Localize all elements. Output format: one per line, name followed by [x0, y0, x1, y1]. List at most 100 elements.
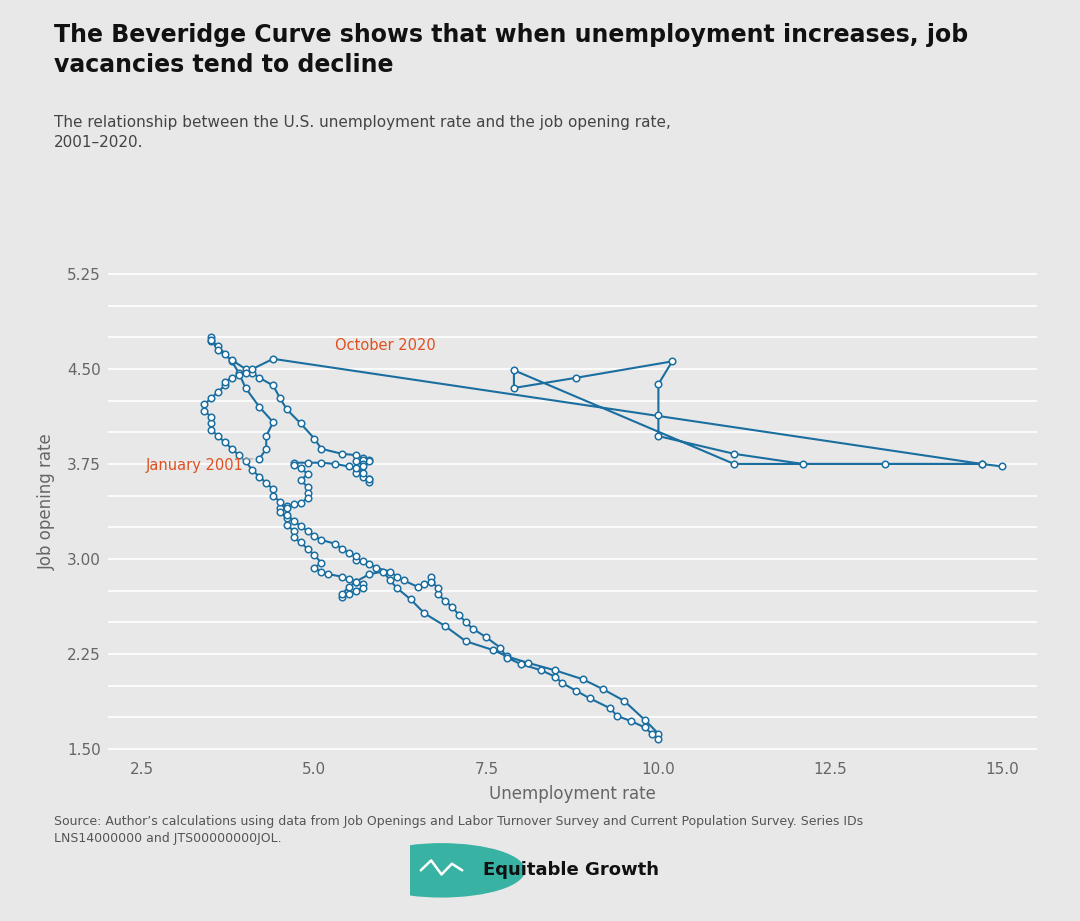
Point — [292, 416, 309, 431]
Point — [553, 676, 570, 691]
Point — [389, 581, 406, 596]
Point — [973, 457, 990, 472]
Point — [581, 691, 598, 705]
Point — [381, 573, 399, 588]
Point — [457, 634, 474, 648]
Point — [271, 505, 288, 519]
Point — [650, 727, 667, 741]
Point — [361, 472, 378, 486]
Point — [650, 377, 667, 391]
Point — [265, 352, 282, 367]
Point — [312, 532, 329, 547]
Point — [299, 524, 316, 539]
Point — [224, 441, 241, 456]
Point — [608, 708, 625, 723]
Point — [422, 569, 440, 584]
Point — [367, 560, 384, 575]
Point — [567, 683, 584, 698]
Point — [258, 441, 275, 456]
Point — [334, 587, 351, 601]
Point — [244, 362, 261, 377]
Point — [347, 583, 364, 598]
Point — [237, 380, 254, 395]
Point — [347, 448, 364, 462]
Point — [794, 457, 811, 472]
Point — [361, 454, 378, 469]
Point — [340, 572, 357, 587]
Point — [306, 560, 323, 575]
Point — [616, 694, 633, 708]
Point — [354, 450, 372, 465]
Point — [210, 343, 227, 357]
Point — [210, 339, 227, 354]
Point — [505, 380, 523, 395]
Point — [334, 447, 351, 461]
Point — [326, 536, 343, 551]
Point — [216, 435, 233, 449]
Point — [271, 501, 288, 516]
Point — [422, 575, 440, 589]
Point — [265, 482, 282, 496]
Point — [203, 423, 220, 437]
Point — [292, 473, 309, 488]
Point — [361, 474, 378, 489]
Point — [575, 672, 592, 687]
Point — [512, 657, 529, 671]
Point — [251, 451, 268, 466]
Point — [340, 460, 357, 474]
Point — [663, 354, 680, 368]
Point — [361, 566, 378, 581]
Point — [203, 330, 220, 344]
Point — [347, 553, 364, 567]
Y-axis label: Job opening rate: Job opening rate — [38, 434, 56, 570]
Point — [265, 488, 282, 503]
Point — [203, 416, 220, 431]
Point — [279, 511, 296, 526]
X-axis label: Unemployment rate: Unemployment rate — [489, 786, 656, 803]
Point — [340, 545, 357, 560]
Point — [203, 391, 220, 405]
Point — [505, 363, 523, 378]
Point — [416, 577, 433, 591]
Point — [216, 374, 233, 389]
Point — [650, 429, 667, 444]
Point — [285, 497, 302, 512]
Point — [334, 542, 351, 556]
Point — [395, 573, 413, 588]
Point — [994, 460, 1011, 474]
Point — [279, 518, 296, 532]
Point — [532, 663, 550, 678]
Point — [354, 470, 372, 484]
Point — [354, 581, 372, 596]
Point — [409, 579, 427, 594]
Point — [477, 630, 495, 645]
Point — [595, 682, 612, 696]
Point — [312, 555, 329, 570]
Point — [457, 615, 474, 630]
Point — [299, 491, 316, 506]
Point — [973, 457, 990, 472]
Point — [340, 579, 357, 594]
Point — [230, 366, 247, 380]
Point — [361, 472, 378, 486]
Point — [546, 663, 564, 678]
Point — [389, 569, 406, 584]
Point — [650, 407, 667, 422]
Point — [326, 457, 343, 472]
Point — [347, 465, 364, 480]
Point — [726, 457, 743, 472]
Point — [436, 619, 454, 634]
Point — [643, 727, 660, 741]
Point — [203, 333, 220, 348]
Point — [546, 670, 564, 684]
Point — [216, 346, 233, 361]
Point — [622, 714, 639, 729]
Point — [877, 457, 894, 472]
Point — [279, 498, 296, 513]
Point — [306, 548, 323, 563]
Text: January 2001: January 2001 — [146, 458, 244, 472]
Point — [299, 485, 316, 500]
Point — [498, 650, 515, 665]
Point — [195, 403, 213, 418]
Point — [279, 402, 296, 417]
